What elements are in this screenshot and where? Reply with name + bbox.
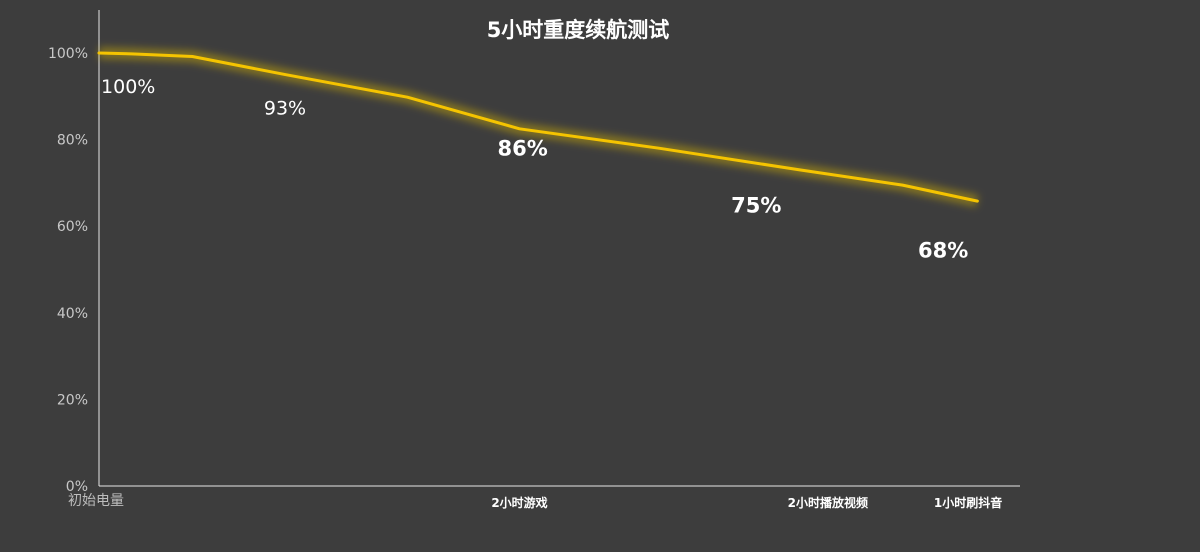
data-label: 100% bbox=[101, 76, 155, 98]
data-label: 93% bbox=[264, 97, 306, 119]
y-tick-label: 100% bbox=[48, 46, 88, 62]
x-tick-label: 1小时刷抖音 bbox=[934, 495, 1002, 510]
x-tick-label: 2小时播放视频 bbox=[788, 495, 868, 510]
chart-title: 5小时重度续航测试 bbox=[487, 18, 670, 42]
y-tick-label: 40% bbox=[57, 306, 88, 322]
data-labels: 100% 93% 86% 75% 68% bbox=[101, 76, 968, 263]
x-axis-ticks: 初始电量 2小时游戏 2小时播放视频 1小时刷抖音 bbox=[68, 492, 1002, 510]
data-label: 86% bbox=[498, 137, 548, 161]
x-tick-label: 2小时游戏 bbox=[491, 495, 547, 510]
y-tick-label: 20% bbox=[57, 392, 88, 408]
data-label: 68% bbox=[918, 239, 968, 263]
y-tick-label: 60% bbox=[57, 219, 88, 235]
series-group bbox=[97, 47, 979, 207]
y-tick-label: 0% bbox=[66, 479, 88, 495]
data-label: 75% bbox=[731, 193, 781, 217]
y-tick-label: 80% bbox=[57, 133, 88, 149]
series-line bbox=[97, 51, 979, 203]
axes bbox=[98, 10, 1020, 487]
series-line-glow bbox=[98, 47, 979, 207]
x-tick-label: 初始电量 bbox=[68, 492, 124, 509]
y-axis-ticks: 0% 20% 40% 60% 80% 100% bbox=[48, 46, 88, 495]
